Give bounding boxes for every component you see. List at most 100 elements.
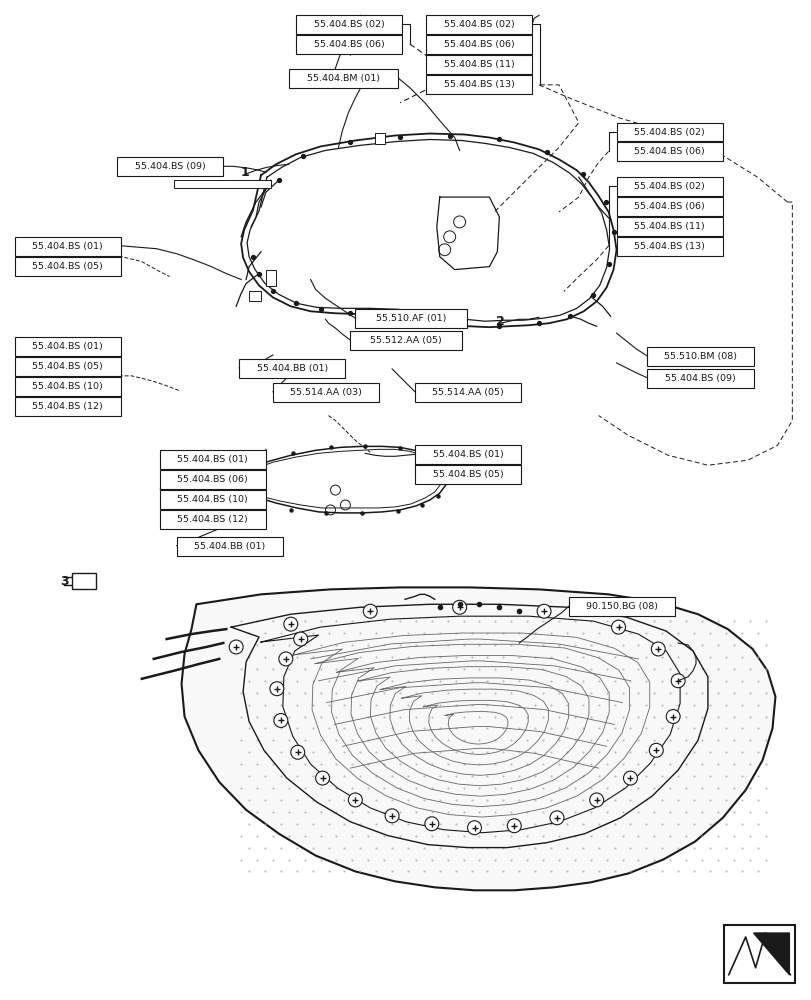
Circle shape — [611, 620, 624, 634]
Bar — [117, 157, 223, 176]
Text: 55.404.BB (01): 55.404.BB (01) — [256, 364, 328, 373]
Circle shape — [348, 793, 362, 807]
Text: 1: 1 — [240, 166, 249, 179]
Bar — [176, 537, 282, 556]
Text: 55.404.BS (02): 55.404.BS (02) — [313, 20, 384, 29]
Circle shape — [507, 819, 521, 833]
Text: 55.512.AA (05): 55.512.AA (05) — [370, 336, 441, 345]
Bar — [569, 597, 674, 616]
Text: 55.404.BS (09): 55.404.BS (09) — [135, 162, 205, 171]
Circle shape — [229, 640, 242, 654]
Text: 55.404.BS (06): 55.404.BS (06) — [443, 40, 513, 49]
Text: 55.404.BS (06): 55.404.BS (06) — [633, 147, 704, 156]
Text: 55.404.BS (12): 55.404.BS (12) — [178, 515, 248, 524]
Circle shape — [549, 811, 563, 825]
Bar — [272, 383, 379, 402]
Text: 55.404.BS (12): 55.404.BS (12) — [32, 402, 103, 411]
Bar — [15, 237, 121, 256]
Text: 55.404.BS (06): 55.404.BS (06) — [313, 40, 384, 49]
Circle shape — [589, 793, 603, 807]
Bar — [414, 465, 521, 484]
Bar — [160, 450, 266, 469]
Bar — [425, 75, 531, 94]
Bar — [160, 490, 266, 509]
Bar — [266, 270, 276, 286]
Circle shape — [315, 771, 329, 785]
Bar — [72, 573, 96, 589]
Bar — [160, 470, 266, 489]
Bar — [160, 510, 266, 529]
Bar — [15, 397, 121, 416]
Bar — [350, 331, 461, 350]
Text: 55.404.BS (06): 55.404.BS (06) — [178, 475, 248, 484]
Bar — [616, 237, 722, 256]
Text: 55.404.BS (11): 55.404.BS (11) — [633, 222, 704, 231]
Bar — [174, 180, 271, 188]
Text: 90.150.BG (08): 90.150.BG (08) — [586, 602, 657, 611]
Text: 55.514.AA (03): 55.514.AA (03) — [290, 388, 362, 397]
Bar — [616, 197, 722, 216]
Circle shape — [671, 674, 684, 688]
Text: 55.510.AF (01): 55.510.AF (01) — [375, 314, 445, 323]
Bar — [414, 445, 521, 464]
Bar — [15, 377, 121, 396]
Bar — [616, 142, 722, 161]
Bar — [295, 35, 401, 54]
Text: 55.404.BS (01): 55.404.BS (01) — [432, 450, 503, 459]
Circle shape — [424, 817, 438, 831]
Bar — [295, 15, 401, 34]
Text: 55.404.BS (13): 55.404.BS (13) — [443, 80, 514, 89]
Text: 55.404.BS (10): 55.404.BS (10) — [32, 382, 103, 391]
Text: 3: 3 — [60, 575, 69, 588]
Text: 55.404.BS (10): 55.404.BS (10) — [178, 495, 248, 504]
Bar — [355, 309, 466, 328]
Text: 55.404.BS (11): 55.404.BS (11) — [443, 60, 513, 69]
Text: 55.404.BS (05): 55.404.BS (05) — [432, 470, 503, 479]
Circle shape — [269, 682, 284, 696]
Bar — [15, 257, 121, 276]
Bar — [723, 925, 794, 983]
Bar — [414, 383, 521, 402]
Circle shape — [649, 743, 663, 757]
Bar — [425, 15, 531, 34]
Bar — [375, 133, 384, 144]
Circle shape — [290, 745, 304, 759]
Polygon shape — [182, 587, 775, 890]
Text: 55.404.BS (05): 55.404.BS (05) — [32, 262, 103, 271]
Bar — [646, 347, 753, 366]
Circle shape — [278, 652, 293, 666]
Bar — [15, 357, 121, 376]
Circle shape — [363, 604, 377, 618]
Circle shape — [294, 632, 307, 646]
Text: 55.404.BB (01): 55.404.BB (01) — [194, 542, 265, 551]
Circle shape — [452, 600, 466, 614]
Circle shape — [467, 821, 481, 835]
Bar — [616, 123, 722, 141]
Text: 55.404.BS (02): 55.404.BS (02) — [633, 128, 704, 137]
Text: 55.510.BM (08): 55.510.BM (08) — [663, 352, 736, 361]
Text: 55.404.BS (01): 55.404.BS (01) — [32, 342, 103, 351]
Circle shape — [284, 617, 298, 631]
Text: 55.514.AA (05): 55.514.AA (05) — [431, 388, 504, 397]
Text: 55.404.BS (05): 55.404.BS (05) — [32, 362, 103, 371]
Text: 2: 2 — [496, 315, 504, 328]
Text: 55.404.BS (01): 55.404.BS (01) — [178, 455, 248, 464]
Text: 55.404.BS (02): 55.404.BS (02) — [633, 182, 704, 191]
Bar — [249, 291, 260, 301]
Polygon shape — [753, 933, 788, 975]
Circle shape — [384, 809, 398, 823]
Circle shape — [273, 714, 287, 727]
Text: 55.404.BM (01): 55.404.BM (01) — [307, 74, 380, 83]
Text: 55.404.BS (09): 55.404.BS (09) — [664, 374, 735, 383]
Circle shape — [650, 642, 664, 656]
Circle shape — [623, 771, 637, 785]
Bar — [15, 337, 121, 356]
Circle shape — [665, 710, 680, 723]
Bar — [425, 55, 531, 74]
Bar — [425, 35, 531, 54]
Circle shape — [536, 604, 551, 618]
Text: 55.404.BS (06): 55.404.BS (06) — [633, 202, 704, 211]
Text: 55.404.BS (01): 55.404.BS (01) — [32, 242, 103, 251]
Text: 55.404.BS (02): 55.404.BS (02) — [443, 20, 513, 29]
Bar — [289, 69, 397, 88]
